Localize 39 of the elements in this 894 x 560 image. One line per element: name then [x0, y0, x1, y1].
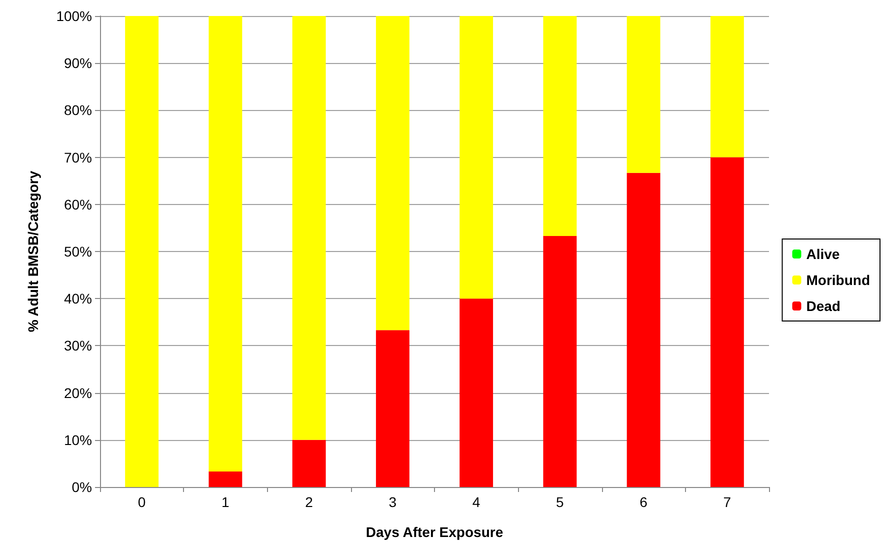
bar — [543, 16, 577, 236]
y-tick-label: 50% — [64, 244, 92, 260]
bar — [208, 16, 242, 472]
x-tick-label: 5 — [556, 494, 564, 510]
legend-label: Moribund — [806, 272, 870, 288]
x-tick-label: 6 — [640, 494, 648, 510]
x-tick-label: 0 — [138, 494, 146, 510]
bar — [626, 16, 660, 173]
bar — [292, 440, 326, 487]
y-tick-label: 30% — [64, 338, 92, 354]
y-tick-label: 60% — [64, 196, 92, 212]
y-tick-label: 100% — [56, 8, 92, 24]
y-tick-label: 90% — [64, 55, 92, 72]
legend-label: Dead — [806, 298, 840, 314]
bar — [460, 298, 494, 487]
bar — [626, 172, 660, 487]
x-tick-label: 2 — [305, 494, 314, 510]
y-tick-label: 70% — [64, 149, 92, 166]
bar — [460, 16, 494, 299]
y-tick-label: 80% — [64, 102, 92, 118]
y-axis-title: % Adult BMSB/Category — [25, 170, 41, 332]
x-tick-label: 7 — [723, 494, 732, 510]
y-tick-label: 10% — [64, 432, 92, 448]
x-tick-label: 1 — [222, 494, 230, 510]
y-tick-label: 0% — [72, 479, 92, 495]
bar — [376, 330, 410, 487]
x-tick-label: 3 — [388, 494, 397, 510]
y-tick-label: 40% — [64, 290, 92, 307]
bar — [710, 157, 744, 487]
bar — [292, 16, 326, 440]
bar — [543, 236, 577, 487]
bar — [208, 471, 242, 487]
x-tick-label: 4 — [472, 494, 480, 510]
legend-label: Alive — [806, 246, 840, 262]
bar — [710, 16, 744, 158]
x-axis-title: Days After Exposure — [366, 524, 504, 540]
y-tick-label: 20% — [64, 384, 92, 401]
bar — [376, 16, 410, 330]
bar — [125, 16, 159, 487]
